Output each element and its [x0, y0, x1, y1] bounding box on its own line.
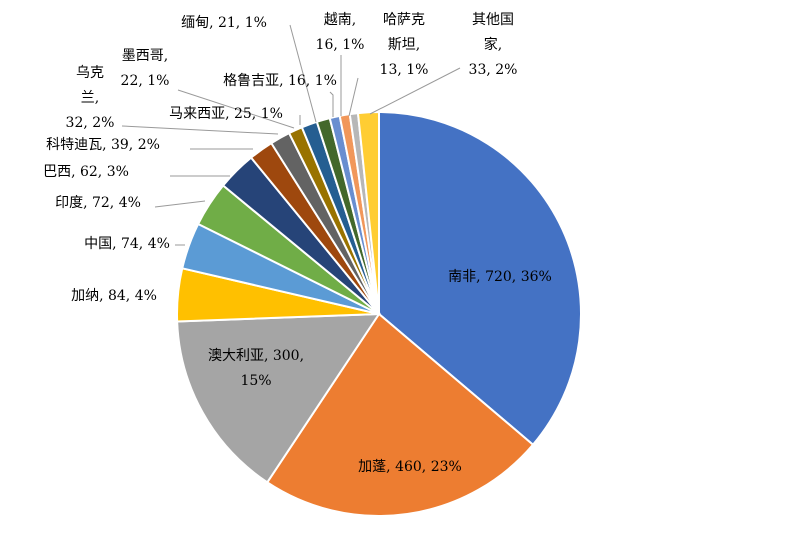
- data-label-line: 中国, 74, 4%: [84, 236, 170, 252]
- leader-line: [154, 200, 206, 208]
- data-label-line: 32, 2%: [66, 115, 115, 131]
- data-label: 科特迪瓦, 39, 2%: [46, 137, 160, 153]
- leader-line: [348, 77, 359, 117]
- data-label-line: 乌克: [76, 65, 104, 81]
- data-label-line: 15%: [240, 373, 271, 389]
- leader-line: [369, 67, 461, 115]
- data-label-line: 科特迪瓦, 39, 2%: [46, 137, 160, 153]
- leader-lines: [121, 24, 461, 246]
- pie-slice: [356, 110, 380, 315]
- data-labels: 南非, 720, 36% 加蓬, 460, 23% 澳大利亚, 300, 15% 加纳,…: [43, 12, 552, 475]
- data-label-line: 哈萨克: [383, 12, 425, 28]
- leader-line: [289, 24, 317, 123]
- data-label: 中国, 74, 4%: [84, 236, 170, 252]
- data-label-line: 缅甸, 21, 1%: [181, 15, 267, 31]
- data-label-line: 16, 1%: [316, 37, 365, 53]
- data-label-line: 加纳, 84, 4%: [71, 288, 157, 304]
- data-label: 墨西哥, 22, 1%: [121, 48, 170, 89]
- data-label-line: 13, 1%: [380, 62, 429, 78]
- data-label-line: 斯坦,: [388, 37, 420, 53]
- data-label: 加纳, 84, 4%: [71, 288, 157, 304]
- data-label-line: 南非, 720, 36%: [448, 269, 552, 285]
- data-label-line: 澳大利亚, 300,: [208, 348, 304, 364]
- leader-line: [329, 91, 334, 117]
- data-label: 加蓬, 460, 23%: [358, 459, 462, 475]
- data-label-line: 加蓬, 460, 23%: [358, 459, 462, 475]
- data-label: 南非, 720, 36%: [448, 269, 552, 285]
- pie-slices: [176, 110, 583, 517]
- data-label: 马来西亚, 25, 1%: [169, 106, 283, 122]
- data-label-line: 兰,: [81, 90, 99, 106]
- data-label-line: 家,: [484, 36, 502, 53]
- leader-line: [121, 125, 279, 135]
- data-label: 澳大利亚, 300, 15%: [208, 348, 304, 389]
- data-label: 乌克兰, 32, 2%: [66, 65, 115, 131]
- data-label-line: 墨西哥,: [122, 48, 168, 64]
- data-label-line: 马来西亚, 25, 1%: [169, 106, 283, 122]
- data-label-line: 33, 2%: [469, 62, 518, 78]
- data-label-line: 22, 1%: [121, 73, 170, 89]
- data-label: 印度, 72, 4%: [55, 195, 141, 211]
- data-label-line: 巴西, 62, 3%: [43, 164, 129, 180]
- data-label-line: 印度, 72, 4%: [55, 195, 141, 211]
- data-label: 其他国家, 33, 2%: [469, 12, 518, 78]
- data-label: 哈萨克斯坦, 13, 1%: [380, 12, 429, 78]
- data-label: 缅甸, 21, 1%: [181, 15, 267, 31]
- data-label-line: 其他国: [472, 12, 514, 28]
- data-label: 格鲁吉亚, 16, 1%: [223, 73, 337, 89]
- pie-slice: [378, 110, 583, 447]
- data-label-line: 越南,: [324, 12, 356, 28]
- leader-line: [177, 89, 295, 129]
- pie-slice: [265, 312, 535, 517]
- data-label: 巴西, 62, 3%: [43, 164, 129, 180]
- pie-slice: [176, 312, 381, 484]
- data-label: 越南, 16, 1%: [316, 12, 365, 53]
- data-label-line: 格鲁吉亚, 16, 1%: [223, 73, 337, 89]
